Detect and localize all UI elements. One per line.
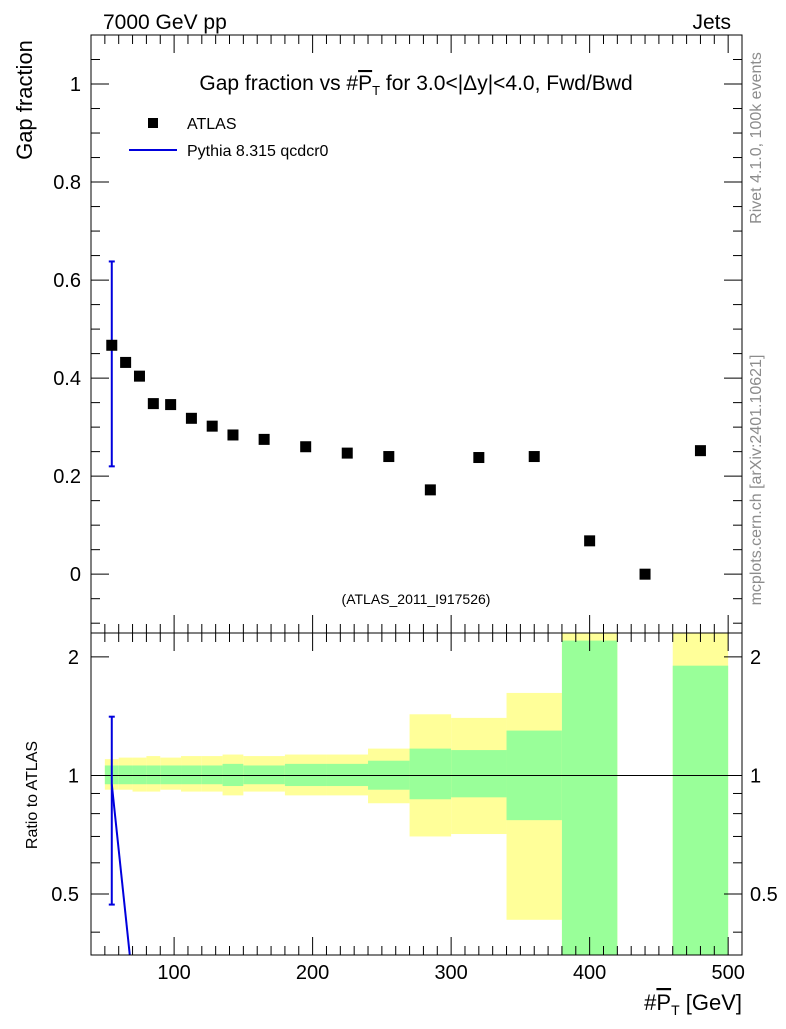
ratio-y-tick-label-left: 2 [68,647,79,669]
ratio-band-inner [672,665,729,955]
atlas-data-point [120,356,132,368]
legend-atlas-marker [148,118,158,128]
y-tick-label: 0.2 [53,466,81,488]
ratio-y-tick-label-left: 0.5 [51,884,79,906]
main-plot-title: Gap fraction vs #PT for 3.0<|Δy|<4.0, Fw… [199,72,632,98]
main-plot-ylabel: Gap fraction [12,40,37,160]
x-tick-label: 200 [296,962,329,984]
ratio-band-inner [118,765,133,785]
ratio-mc-series [108,715,131,956]
y-tick-label: 1 [70,74,81,96]
header-process: Jets [692,11,731,34]
y-tick-label: 0.8 [53,172,81,194]
atlas-data-point [341,447,353,459]
ratio-plot-panel: 0.5 0.5 1 1 2 2 100 200 300 400 500 Ratio to ATLA… [24,632,778,1018]
ratio-y-tick-label-left: 1 [68,765,79,787]
atlas-data-point [133,370,145,382]
ratio-y-tick-label-right: 2 [750,647,761,669]
ratio-plot-frame [90,632,743,956]
ratio-plot-ylabel: Ratio to ATLAS [24,741,41,849]
ratio-band-inner [451,750,507,798]
legend-pythia-label: Pythia 8.315 qcdcr0 [187,143,329,160]
atlas-data-point [185,412,197,424]
x-tick-label: 100 [157,962,190,984]
ratio-band-inner [243,765,285,785]
atlas-data-point [383,451,395,463]
ratio-band-inner [181,765,202,785]
ratio-band-inner [132,765,147,785]
main-plot-ytick-labels: 0 0.2 0.4 0.6 0.8 1 [53,74,81,586]
header-energy: 7000 GeV pp [103,11,227,34]
x-tick-label: 400 [573,962,606,984]
atlas-data-point [165,399,177,411]
atlas-data-point [258,433,270,445]
atlas-data-point [694,445,706,457]
mcplots-source-label: mcplots.cern.ch [arXiv:2401.10621] [748,355,765,606]
main-plot-panel: 0 0.2 0.4 0.6 0.8 1 (ATLAS_2011_I917526) Gap … [12,34,743,634]
y-tick-label: 0 [70,564,81,586]
ratio-band-inner [409,748,452,800]
ratio-plot-xtick-labels: 100 200 300 400 500 [157,962,744,984]
ratio-y-tick-label-right: 0.5 [750,884,778,906]
atlas-data-point [147,398,159,410]
atlas-data-point [584,535,596,547]
ratio-uncertainty-bands [104,633,729,955]
atlas-data-point [206,420,218,432]
atlas-data-point [473,452,485,464]
y-tick-label: 0.6 [53,270,81,292]
atlas-data-point [528,451,540,463]
ratio-band-inner [561,640,618,955]
rivet-version-label: Rivet 4.1.0, 100k events [748,52,765,224]
atlas-data-point [227,429,239,441]
ratio-band-inner [201,765,223,785]
ratio-plot-ytick-labels: 0.5 0.5 1 1 2 2 [51,647,778,906]
main-plot-series [106,260,706,580]
x-tick-label: 500 [711,962,744,984]
x-axis-label: #PT [GeV] [644,990,742,1018]
legend-atlas-label: ATLAS [187,116,237,133]
mc-ratio-line [110,784,131,956]
legend: ATLAS Pythia 8.315 qcdcr0 [129,116,329,160]
atlas-data-point [300,441,312,453]
y-tick-label: 0.4 [53,368,81,390]
ratio-band-inner [146,765,161,785]
ratio-y-tick-label-right: 1 [750,765,761,787]
main-plot-ticks [91,34,742,633]
ratio-band-inner [160,765,182,785]
atlas-data-point [639,568,651,580]
ratio-plot-ticks [91,633,742,955]
atlas-data-point [106,339,118,351]
main-plot-annotation: (ATLAS_2011_I917526) [342,591,491,607]
atlas-data-point [424,484,436,496]
x-tick-label: 300 [434,962,467,984]
